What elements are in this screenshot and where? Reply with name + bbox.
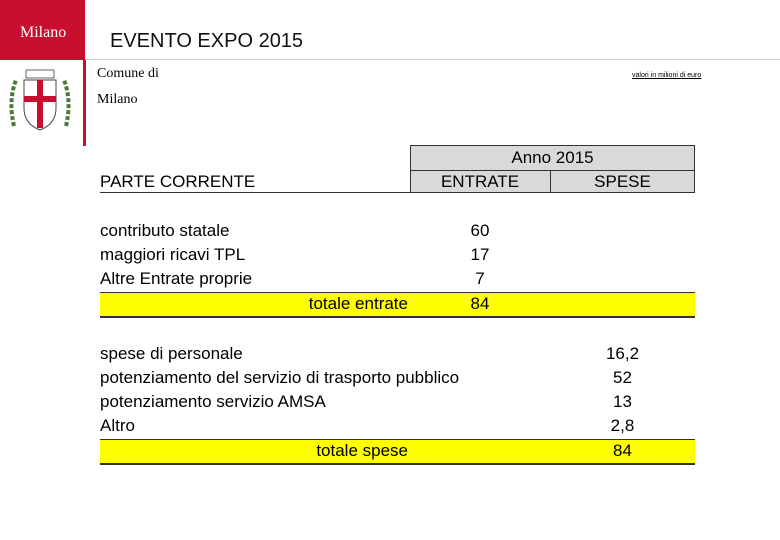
row-value: 17 [470,245,490,264]
row-value: 13 [613,392,632,411]
row-value: 16,2 [605,344,640,363]
column-header: ENTRATE [440,172,520,191]
section-rule [100,192,695,193]
row-value: 52 [613,368,632,387]
row-label: potenziamento servizio AMSA [100,392,326,411]
comune-name: Milano [97,92,138,107]
row-label: Altre Entrate proprie [100,269,253,288]
brand-line [83,60,86,146]
row-label: potenziamento del servizio di trasporto … [100,368,460,387]
total-label: totale spese [316,441,408,460]
title: EVENTO EXPO 2015 [110,30,304,52]
row-value: 2,8 [610,416,635,435]
col-divider [550,170,551,193]
year: Anno 2015 [511,148,594,167]
total-row [100,292,695,318]
row-label: maggiori ricavi TPL [100,245,246,264]
header-box [410,145,695,193]
row-value: 7 [475,269,485,288]
total-row [100,439,695,465]
brand-bar [0,0,85,60]
section: PARTE CORRENTE [100,172,256,191]
total-label: totale entrate [308,294,408,313]
col-rule [410,170,695,171]
city: Milano [20,24,67,41]
coat-of-arms [9,69,71,131]
header-rule [85,59,780,60]
total-value: 84 [470,294,490,313]
total-value: 84 [613,441,632,460]
row-label: spese di personale [100,344,243,363]
column-header: SPESE [594,172,651,191]
row-value: 60 [470,221,490,240]
row-label: Altro [100,416,135,435]
row-label: contributo statale [100,221,230,240]
note: valori in milioni di euro [632,72,702,79]
comune: Comune di [97,66,159,81]
